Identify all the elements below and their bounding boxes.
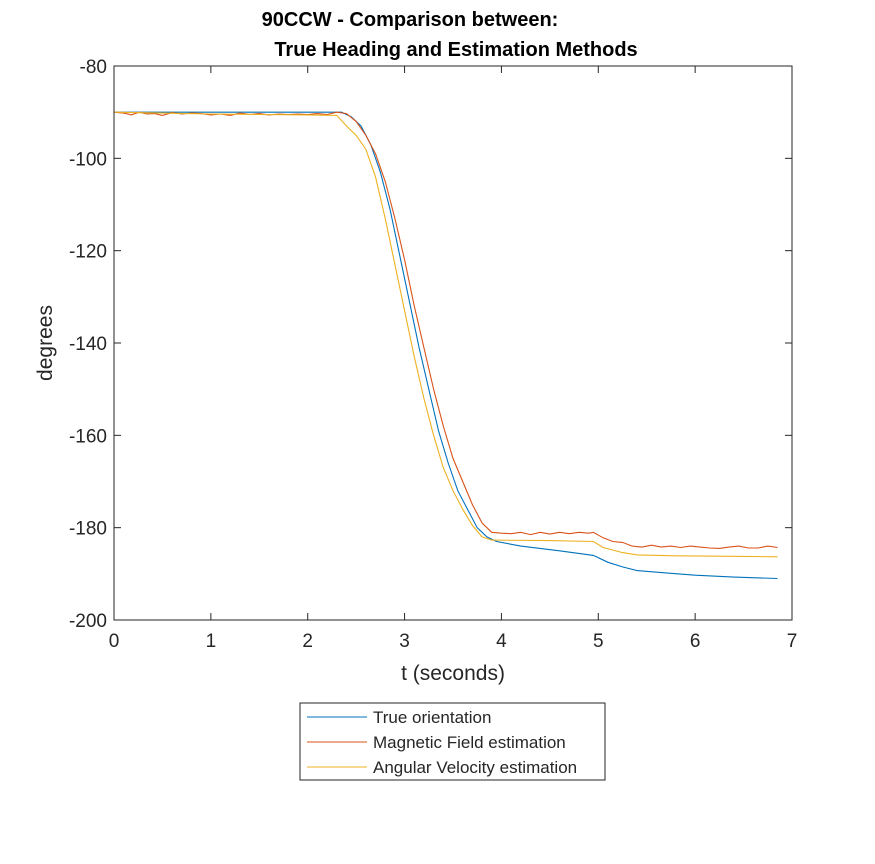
- legend-label-0: True orientation: [373, 708, 491, 727]
- y-tick-label: -140: [69, 334, 107, 355]
- x-tick-label: 5: [593, 631, 604, 652]
- x-axis-label: t (seconds): [401, 662, 505, 685]
- series-layer: [113, 111, 778, 580]
- chart-title-line2: True Heading and Estimation Methods: [274, 39, 637, 61]
- y-tick-label: -80: [80, 57, 107, 78]
- x-tick-label: 7: [787, 631, 798, 652]
- x-tick-label: 0: [109, 631, 120, 652]
- y-tick-label: -160: [69, 426, 107, 447]
- x-tick-label: 1: [206, 631, 217, 652]
- x-tick-label: 6: [690, 631, 701, 652]
- x-tick-label: 2: [302, 631, 313, 652]
- series-line-2: [113, 111, 778, 558]
- legend-label-2: Angular Velocity estimation: [373, 758, 577, 777]
- legend: True orientation Magnetic Field estimatio…: [299, 702, 606, 781]
- axis-ticks: 0 1 2 3 4 5 6 7 -80 -100 -120 -140 -160 -180 -200: [69, 57, 797, 652]
- legend-label-1: Magnetic Field estimation: [373, 733, 566, 752]
- x-tick-label: 4: [496, 631, 507, 652]
- y-axis-label: degrees: [34, 305, 57, 381]
- y-tick-label: -100: [69, 149, 107, 170]
- chart-title-line1: 90CCW - Comparison between:: [262, 9, 559, 31]
- y-tick-label: -120: [69, 242, 107, 263]
- y-tick-label: -200: [69, 611, 107, 632]
- x-tick-label: 3: [399, 631, 410, 652]
- y-tick-label: -180: [69, 519, 107, 540]
